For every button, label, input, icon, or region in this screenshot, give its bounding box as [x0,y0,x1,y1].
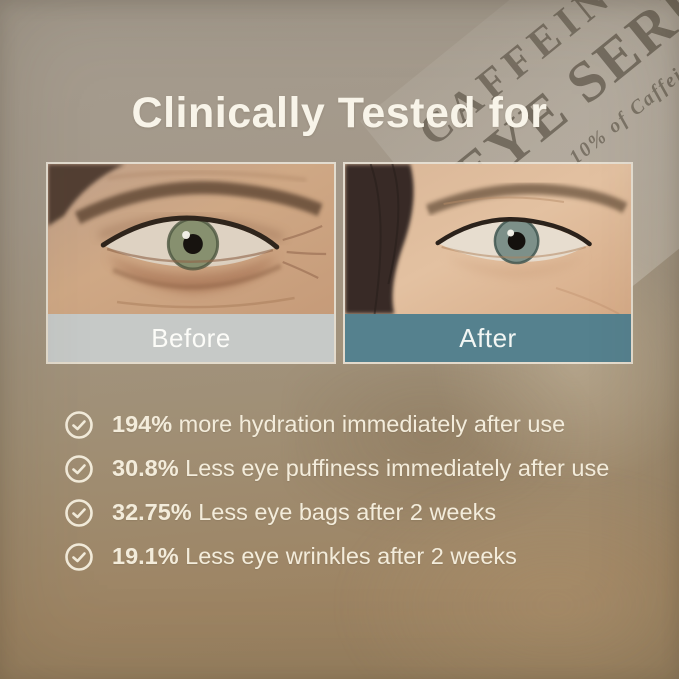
check-circle-icon [64,542,94,572]
before-eye-photo [48,164,334,314]
after-label: After [459,322,517,353]
claim-value: 32.75% [112,499,192,526]
before-card: Before [46,162,336,364]
claim-row-eye-bags: 32.75% Less eye bags after 2 weeks [64,498,609,528]
claim-description: Less eye puffiness immediately after use [185,455,610,482]
before-eye-illustration [48,164,334,314]
claim-value: 30.8% [112,455,179,482]
check-circle-icon [64,454,94,484]
claim-text: 30.8% Less eye puffiness immediately aft… [112,455,610,482]
after-card: After [343,162,633,364]
claim-description: Less eye bags after 2 weeks [198,499,497,526]
before-label: Before [151,322,231,353]
before-label-bar: Before [48,314,334,362]
check-circle-icon [64,498,94,528]
claim-text: 19.1% Less eye wrinkles after 2 weeks [112,543,517,570]
claim-row-hydration: 194% more hydration immediately after us… [64,410,609,440]
claim-text: 194% more hydration immediately after us… [112,411,566,438]
claims-list: 194% more hydration immediately after us… [64,410,609,572]
after-label-bar: After [345,314,631,362]
before-after-comparison: Before [46,162,633,364]
claim-text: 32.75% Less eye bags after 2 weeks [112,499,497,526]
check-circle-icon [64,410,94,440]
page-title: Clinically Tested for [131,89,548,137]
after-eye-photo [345,164,631,314]
claim-description: more hydration immediately after use [178,411,566,438]
claim-row-wrinkles: 19.1% Less eye wrinkles after 2 weeks [64,542,609,572]
after-eye-illustration [345,164,631,314]
claim-description: Less eye wrinkles after 2 weeks [185,543,517,570]
claim-value: 19.1% [112,543,179,570]
claim-row-puffiness: 30.8% Less eye puffiness immediately aft… [64,454,609,484]
claim-value: 194% [112,411,173,438]
